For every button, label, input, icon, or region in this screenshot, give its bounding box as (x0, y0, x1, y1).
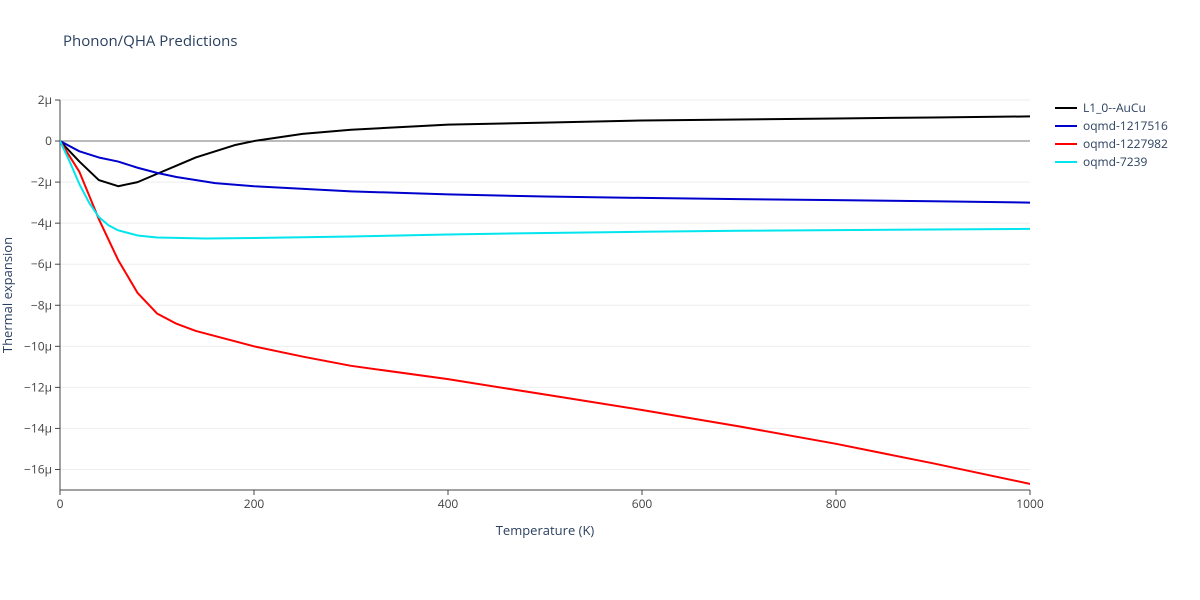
x-tick-label: 800 (826, 495, 847, 512)
legend-label[interactable]: L1_0--AuCu (1083, 99, 1146, 116)
y-tick-label: −16μ (24, 460, 52, 477)
y-tick-label: −2μ (31, 173, 52, 190)
x-tick-label: 400 (438, 495, 459, 512)
y-tick-label: −6μ (31, 255, 52, 272)
chart-container: Phonon/QHA Predictions −16μ −14μ −12μ −10μ −8… (0, 0, 1200, 600)
x-tick-label: 600 (632, 495, 653, 512)
x-tick-label: 0 (57, 495, 64, 512)
y-tick-label: −4μ (31, 214, 52, 231)
legend-label[interactable]: oqmd-1227982 (1083, 135, 1168, 152)
y-tick-label: −8μ (31, 296, 52, 313)
y-tick-label: 2μ (38, 91, 52, 108)
y-tick-label: −10μ (24, 337, 52, 354)
y-tick-label: −14μ (24, 419, 52, 436)
legend-label[interactable]: oqmd-1217516 (1083, 117, 1168, 134)
legend-label[interactable]: oqmd-7239 (1083, 153, 1147, 170)
y-tick-label: 0 (45, 132, 52, 149)
x-axis-label: Temperature (K) (496, 521, 595, 539)
chart-title: Phonon/QHA Predictions (63, 31, 238, 51)
y-tick-label: −12μ (24, 378, 52, 395)
y-axis-label: Thermal expansion (0, 237, 16, 353)
x-tick-label: 200 (244, 495, 265, 512)
line-chart: Phonon/QHA Predictions −16μ −14μ −12μ −10μ −8… (0, 0, 1200, 600)
x-tick-label: 1000 (1016, 495, 1044, 512)
